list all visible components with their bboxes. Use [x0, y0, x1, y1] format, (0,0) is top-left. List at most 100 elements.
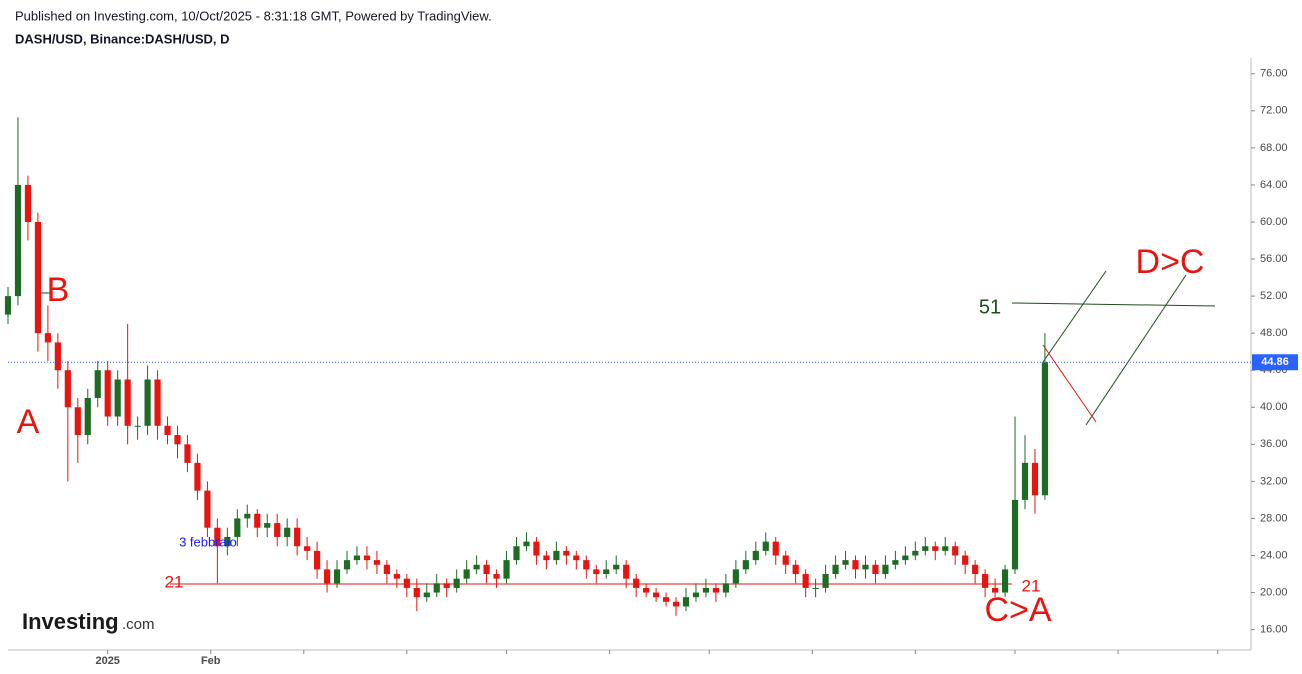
- candle-body: [692, 592, 700, 598]
- candle-body: [254, 513, 261, 528]
- candle-body: [822, 574, 829, 588]
- y-tick-label: 60.00: [1260, 216, 1288, 228]
- candle-body: [164, 425, 171, 436]
- candle-body: [244, 513, 251, 519]
- candle-body: [842, 560, 849, 565]
- annotation: C>A: [984, 591, 1051, 629]
- candle-body: [712, 587, 720, 593]
- candle-body: [852, 560, 859, 570]
- candle-body: [603, 569, 610, 575]
- candle-body: [214, 527, 221, 547]
- candle-body: [513, 546, 520, 561]
- candle-body: [613, 564, 620, 570]
- candle-body: [104, 370, 111, 417]
- last-price-box: [1252, 354, 1298, 371]
- candle-body: [433, 583, 440, 593]
- y-tick-label: 64.00: [1260, 179, 1288, 191]
- candle-body: [942, 546, 949, 551]
- logo: Investing .com: [22, 609, 155, 634]
- candle-body: [583, 560, 590, 570]
- candle-body: [623, 564, 630, 579]
- candle-body: [1041, 362, 1049, 496]
- candle-body: [872, 564, 879, 575]
- candle-body: [114, 379, 121, 417]
- candle-body: [1001, 569, 1009, 593]
- candle-body: [952, 546, 959, 556]
- candle-body: [393, 574, 400, 579]
- candle-body: [772, 541, 779, 556]
- candle-body: [4, 296, 12, 315]
- symbol-title: DASH/USD, Binance:DASH/USD, D: [15, 31, 230, 46]
- candle-body: [294, 527, 301, 547]
- candle-body: [652, 592, 660, 598]
- candle-body: [24, 184, 32, 222]
- candle-body: [862, 564, 869, 570]
- candle-body: [1011, 499, 1019, 570]
- publish-note: Published on Investing.com, 10/Oct/2025 …: [15, 8, 492, 23]
- annotation: A: [17, 403, 40, 441]
- candle-body: [333, 569, 341, 584]
- candle-body: [44, 333, 51, 343]
- candle-body: [184, 444, 191, 463]
- annotation: B: [47, 271, 70, 309]
- candle-body: [194, 462, 201, 491]
- candle-body: [124, 379, 131, 426]
- candle-body: [1031, 462, 1039, 496]
- candle-body: [473, 564, 480, 570]
- candle-body: [682, 597, 690, 607]
- candle-body: [304, 546, 311, 551]
- candle-body: [453, 578, 460, 588]
- candle-body: [812, 587, 819, 589]
- candle-body: [503, 560, 510, 579]
- candle-body: [762, 541, 769, 551]
- candle-body: [573, 555, 580, 561]
- y-tick-label: 72.00: [1260, 105, 1288, 117]
- candle-body: [234, 518, 241, 537]
- candle-body: [174, 435, 181, 445]
- candle-body: [423, 592, 430, 598]
- candle-body: [882, 564, 889, 575]
- candle-body: [493, 574, 500, 579]
- candle-body: [722, 583, 729, 593]
- candle-body: [144, 379, 151, 426]
- candle-body: [363, 555, 371, 561]
- last-price-label: 44.86: [1261, 356, 1289, 368]
- y-tick-label: 20.00: [1260, 586, 1288, 598]
- candle-body: [702, 587, 710, 593]
- candle-body: [94, 370, 101, 399]
- candle-body: [633, 578, 640, 588]
- y-tick-label: 36.00: [1260, 438, 1288, 450]
- y-tick-label: 48.00: [1260, 327, 1288, 339]
- annotation: D>C: [1136, 243, 1205, 281]
- candle-body: [662, 597, 670, 602]
- resistance-line: [1011, 302, 1216, 307]
- candle-body: [323, 569, 331, 584]
- candle-body: [802, 574, 809, 588]
- candle-body: [972, 564, 979, 575]
- candle-body: [443, 583, 450, 588]
- candle-body: [413, 587, 420, 598]
- y-tick-label: 68.00: [1260, 142, 1288, 154]
- candle-body: [643, 587, 650, 593]
- annotation: 3 febbraio: [179, 534, 237, 549]
- candle-body: [84, 398, 91, 436]
- candle-body: [313, 550, 321, 570]
- candle-body: [982, 574, 989, 588]
- candle-body: [553, 550, 560, 561]
- candle-body: [732, 569, 739, 584]
- candle-body: [962, 555, 969, 565]
- candle-body: [373, 560, 381, 565]
- candle-body: [154, 379, 161, 426]
- y-tick-label: 52.00: [1260, 290, 1288, 302]
- candle-body: [752, 550, 759, 561]
- candle-body: [284, 527, 291, 537]
- candle-body: [922, 546, 929, 551]
- trend-line: [1085, 274, 1187, 426]
- candle-body: [563, 550, 570, 556]
- candle-body: [274, 523, 281, 537]
- candle-body: [383, 564, 390, 575]
- y-tick-label: 28.00: [1260, 512, 1288, 524]
- candle-body: [463, 569, 470, 579]
- annotation: 51: [979, 296, 1001, 318]
